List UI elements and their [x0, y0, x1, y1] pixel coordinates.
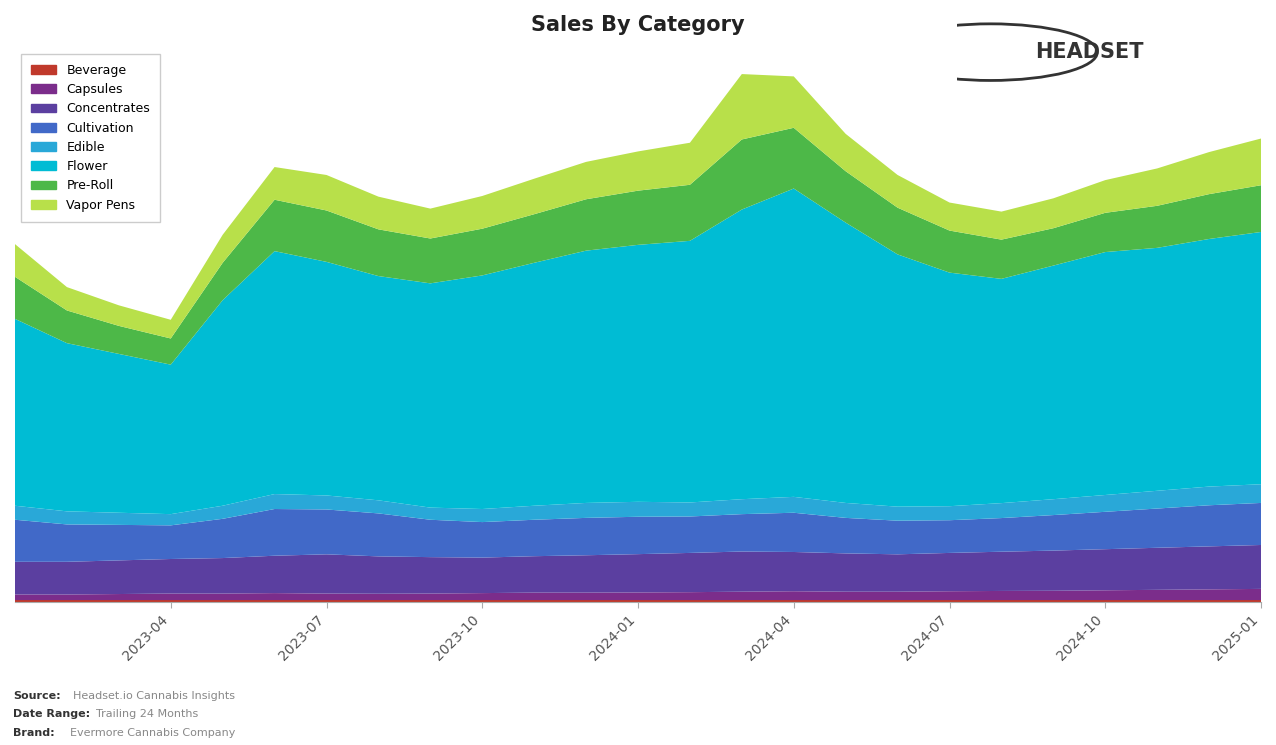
Text: Source:: Source:	[13, 691, 60, 701]
Text: HEADSET: HEADSET	[1036, 42, 1145, 62]
Text: Brand:: Brand:	[13, 728, 55, 738]
Text: Trailing 24 Months: Trailing 24 Months	[96, 709, 198, 719]
Text: Headset.io Cannabis Insights: Headset.io Cannabis Insights	[73, 691, 235, 701]
Legend: Beverage, Capsules, Concentrates, Cultivation, Edible, Flower, Pre-Roll, Vapor P: Beverage, Capsules, Concentrates, Cultiv…	[22, 54, 160, 222]
Text: Evermore Cannabis Company: Evermore Cannabis Company	[70, 728, 236, 738]
Title: Sales By Category: Sales By Category	[531, 15, 745, 35]
Text: Date Range:: Date Range:	[13, 709, 89, 719]
